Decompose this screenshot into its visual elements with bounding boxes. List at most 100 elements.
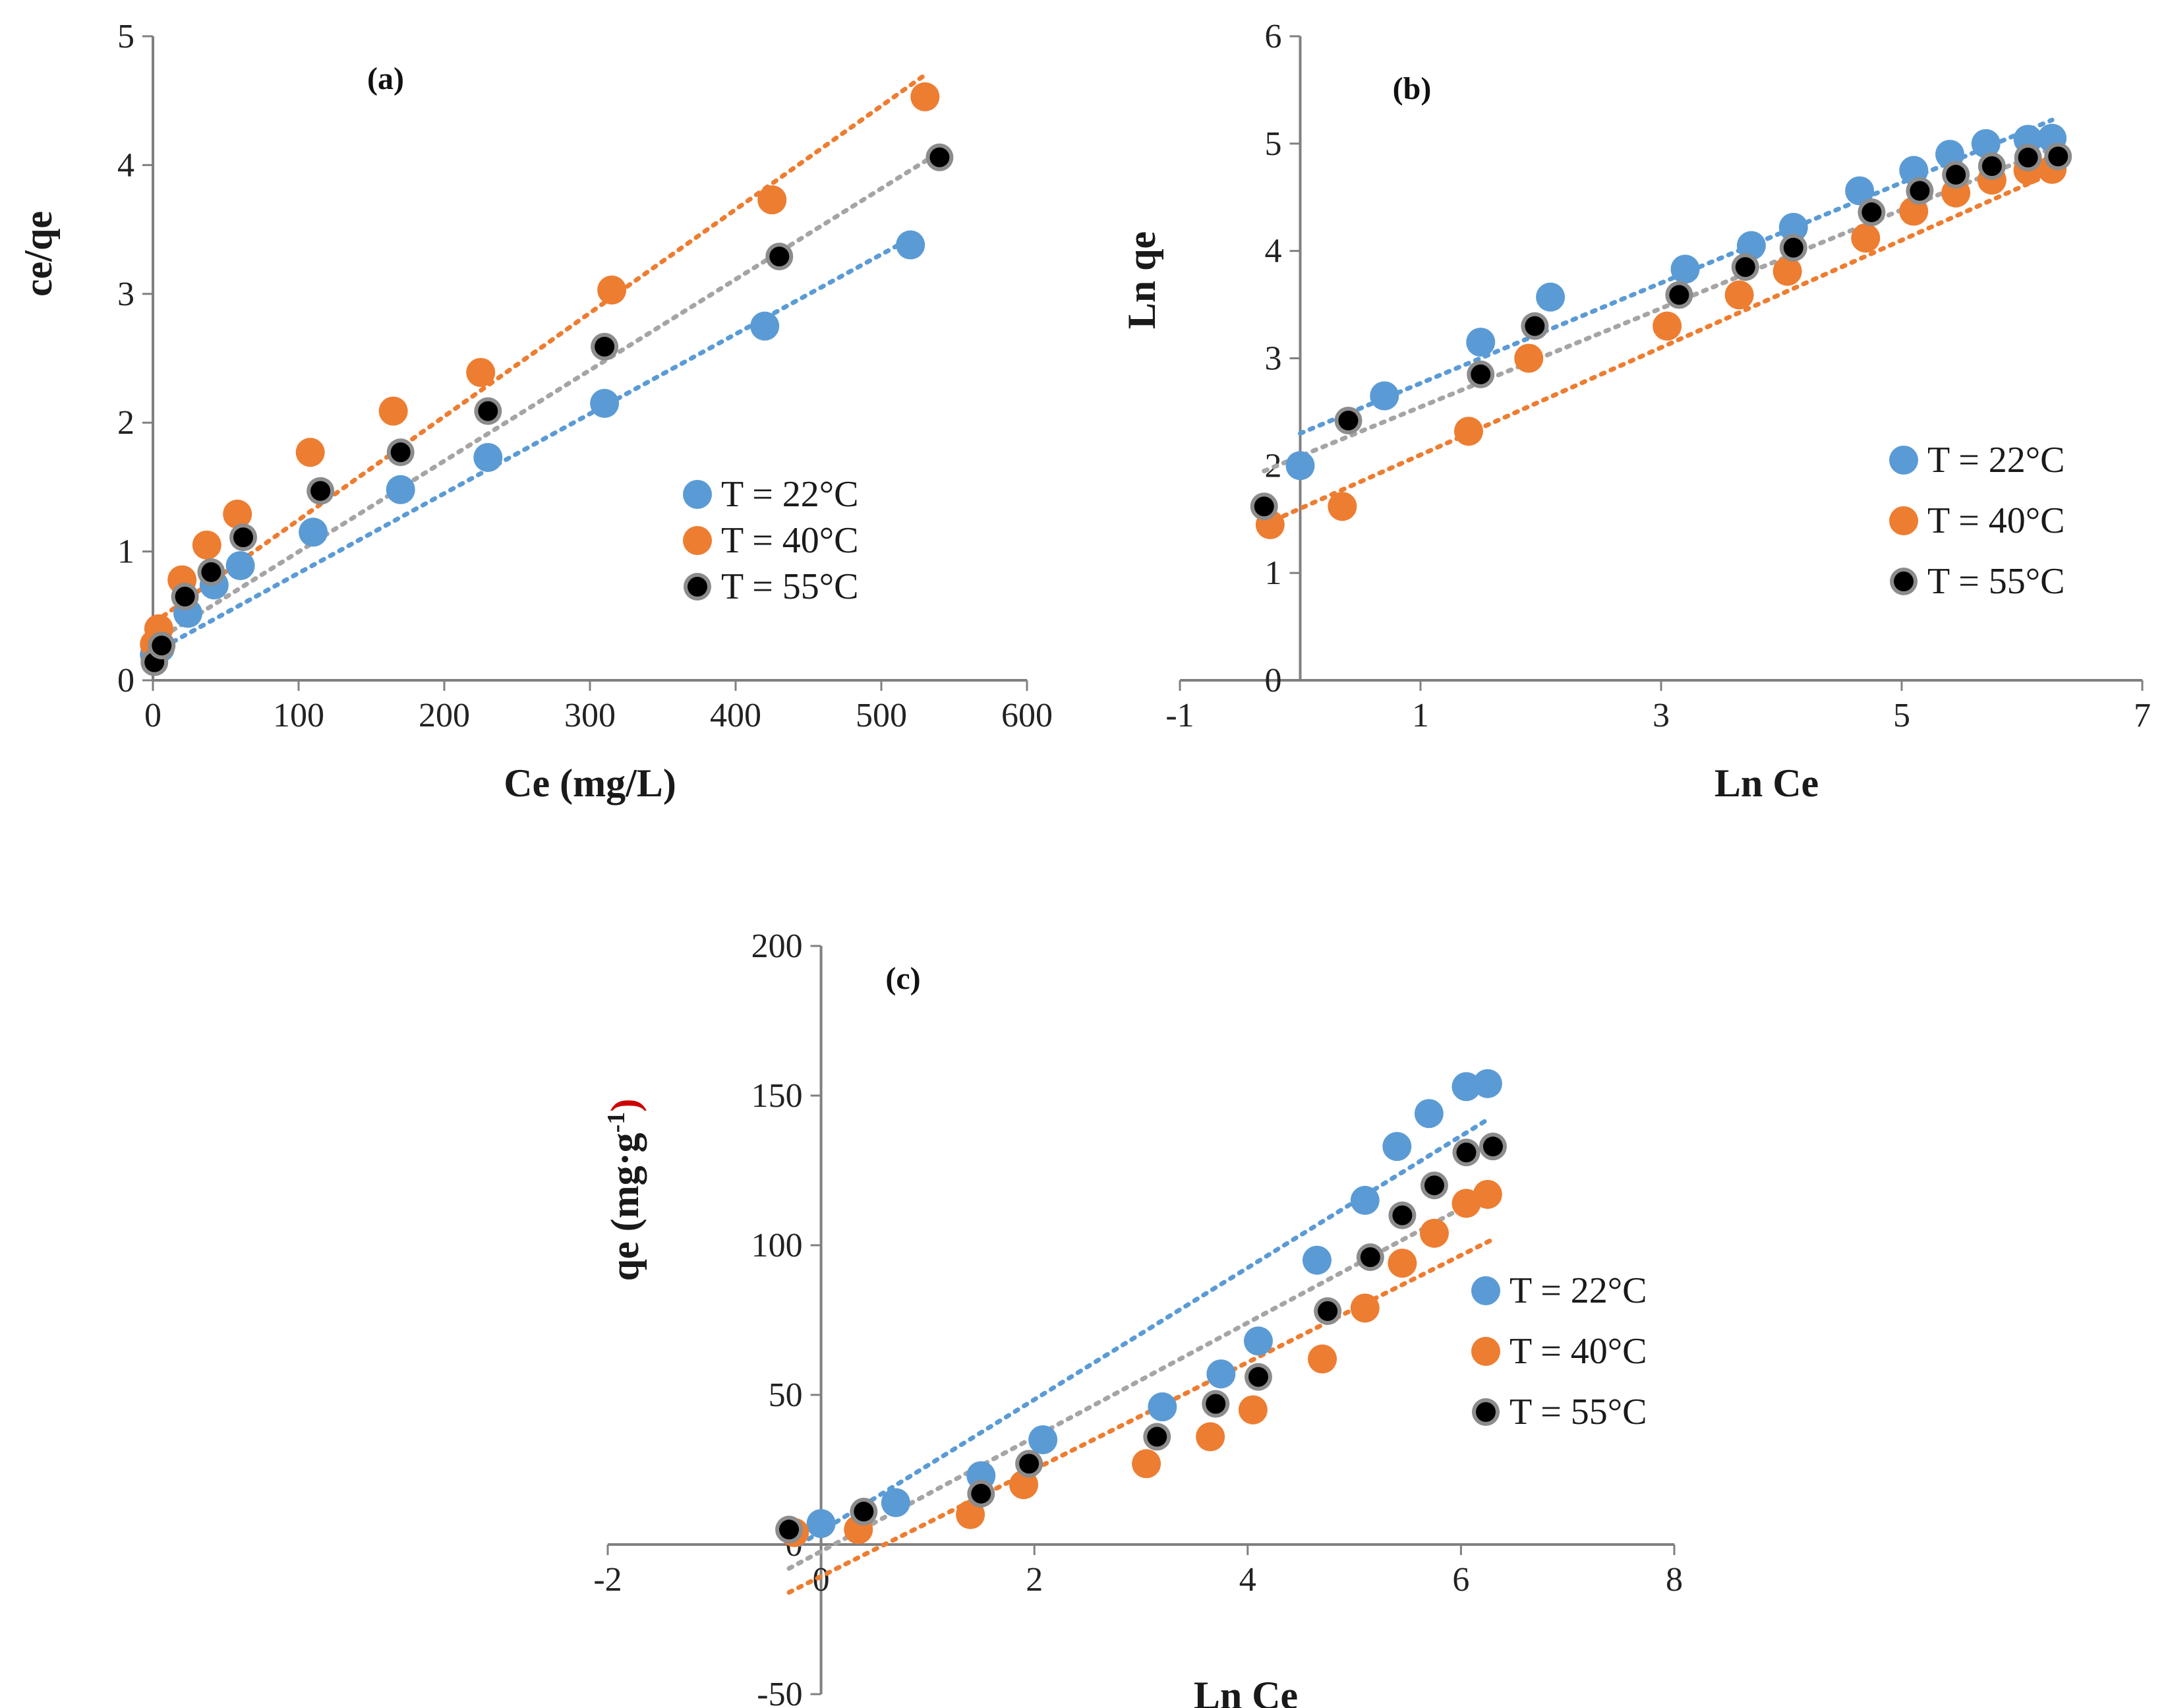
y-tick-label: 1 (117, 533, 134, 571)
legend-label: T = 55°C (1927, 561, 2065, 602)
y-tick-label: 5 (1265, 125, 1282, 163)
legend-label: T = 55°C (1509, 1392, 1647, 1432)
y-axis-label-superscript: -1 (602, 1112, 630, 1133)
data-point (1456, 1142, 1477, 1163)
data-point (1783, 237, 1803, 258)
trendline (152, 73, 927, 625)
data-point (854, 1502, 874, 1522)
panel-label: (b) (1393, 71, 1432, 106)
data-point (225, 551, 255, 581)
data-point (299, 517, 328, 547)
trendline (152, 236, 913, 655)
x-tick-label: 8 (1666, 1561, 1683, 1599)
x-tick-label: 5 (1893, 697, 1910, 734)
data-point (1147, 1427, 1167, 1447)
legend-marker (1889, 506, 1918, 535)
data-point (1132, 1449, 1161, 1479)
data-point (1861, 202, 1882, 223)
x-tick-label: 7 (2134, 697, 2151, 734)
data-point (2018, 148, 2038, 168)
data-point (1536, 282, 1566, 312)
legend-marker (1889, 446, 1918, 475)
data-point (295, 438, 325, 467)
y-tick-label: 50 (769, 1376, 803, 1414)
trendline (152, 150, 942, 644)
x-tick-label: 0 (813, 1561, 830, 1599)
data-point (1525, 316, 1545, 336)
data-point (310, 481, 331, 501)
y-tick-label: 0 (1265, 662, 1282, 699)
data-point (1653, 311, 1682, 341)
data-point (1736, 231, 1766, 260)
y-axis-label: ce/qe (16, 211, 60, 297)
data-point (478, 401, 498, 421)
data-point (971, 1483, 991, 1504)
data-point (910, 82, 940, 111)
data-point (1338, 410, 1359, 430)
x-tick-label: 600 (1001, 697, 1053, 734)
data-point (1196, 1422, 1225, 1452)
data-point (779, 1519, 800, 1540)
data-point (1946, 165, 1966, 185)
data-point (1414, 1099, 1444, 1129)
data-point (1473, 1179, 1502, 1209)
data-point (201, 562, 221, 582)
data-point (466, 357, 496, 387)
data-point (1388, 1249, 1417, 1278)
trendline (786, 1237, 1496, 1595)
data-point (1028, 1425, 1058, 1455)
legend-label: T = 22°C (1509, 1270, 1647, 1311)
legend-marker-core (688, 577, 707, 597)
data-point (386, 475, 415, 504)
panel-label: (c) (885, 961, 920, 996)
data-point (1778, 212, 1808, 242)
data-point (956, 1500, 985, 1529)
data-point (1482, 1136, 1503, 1157)
data-point (1382, 1132, 1412, 1162)
data-point (881, 1488, 910, 1517)
data-point (1350, 1185, 1380, 1215)
x-tick-label: -1 (1165, 697, 1194, 734)
x-tick-label: 2 (1026, 1561, 1043, 1599)
y-tick-label: 200 (751, 928, 803, 965)
x-tick-label: 300 (564, 697, 616, 734)
y-tick-label: 1 (1265, 554, 1282, 592)
data-point (1308, 1344, 1337, 1374)
x-axis-label: Ln Ce (1714, 761, 1819, 805)
data-point (1206, 1394, 1226, 1414)
y-tick-label: 3 (117, 276, 134, 313)
data-point (1981, 156, 2002, 177)
data-point (1670, 254, 1700, 284)
x-tick-label: 100 (273, 697, 324, 734)
x-tick-label: 1 (1412, 697, 1429, 734)
data-point (1019, 1454, 1040, 1474)
y-axis-label: Ln qe (1120, 231, 1163, 329)
data-point (1248, 1367, 1268, 1387)
x-tick-label: 200 (419, 697, 470, 734)
data-point (1451, 1072, 1481, 1102)
data-point (1302, 1245, 1332, 1275)
data-point (597, 275, 627, 305)
data-point (595, 336, 615, 357)
data-point (1238, 1395, 1268, 1425)
panel-label: (a) (367, 61, 404, 96)
data-point (1669, 285, 1689, 305)
legend-label: T = 40°C (1927, 500, 2065, 541)
data-point (2048, 146, 2068, 167)
data-point (473, 442, 503, 472)
data-point (1772, 256, 1802, 286)
y-tick-label: 4 (117, 146, 134, 184)
data-point (223, 499, 252, 529)
data-point (1910, 181, 1930, 201)
data-point (390, 442, 411, 463)
legend-label: T = 55°C (721, 566, 859, 607)
legend-label: T = 22°C (721, 474, 859, 515)
data-point (1148, 1392, 1177, 1422)
y-tick-label: -50 (757, 1676, 802, 1708)
legend-marker-core (1894, 572, 1914, 591)
x-tick-label: 4 (1239, 1561, 1256, 1599)
data-point (1243, 1326, 1273, 1356)
x-tick-label: -2 (593, 1561, 622, 1599)
